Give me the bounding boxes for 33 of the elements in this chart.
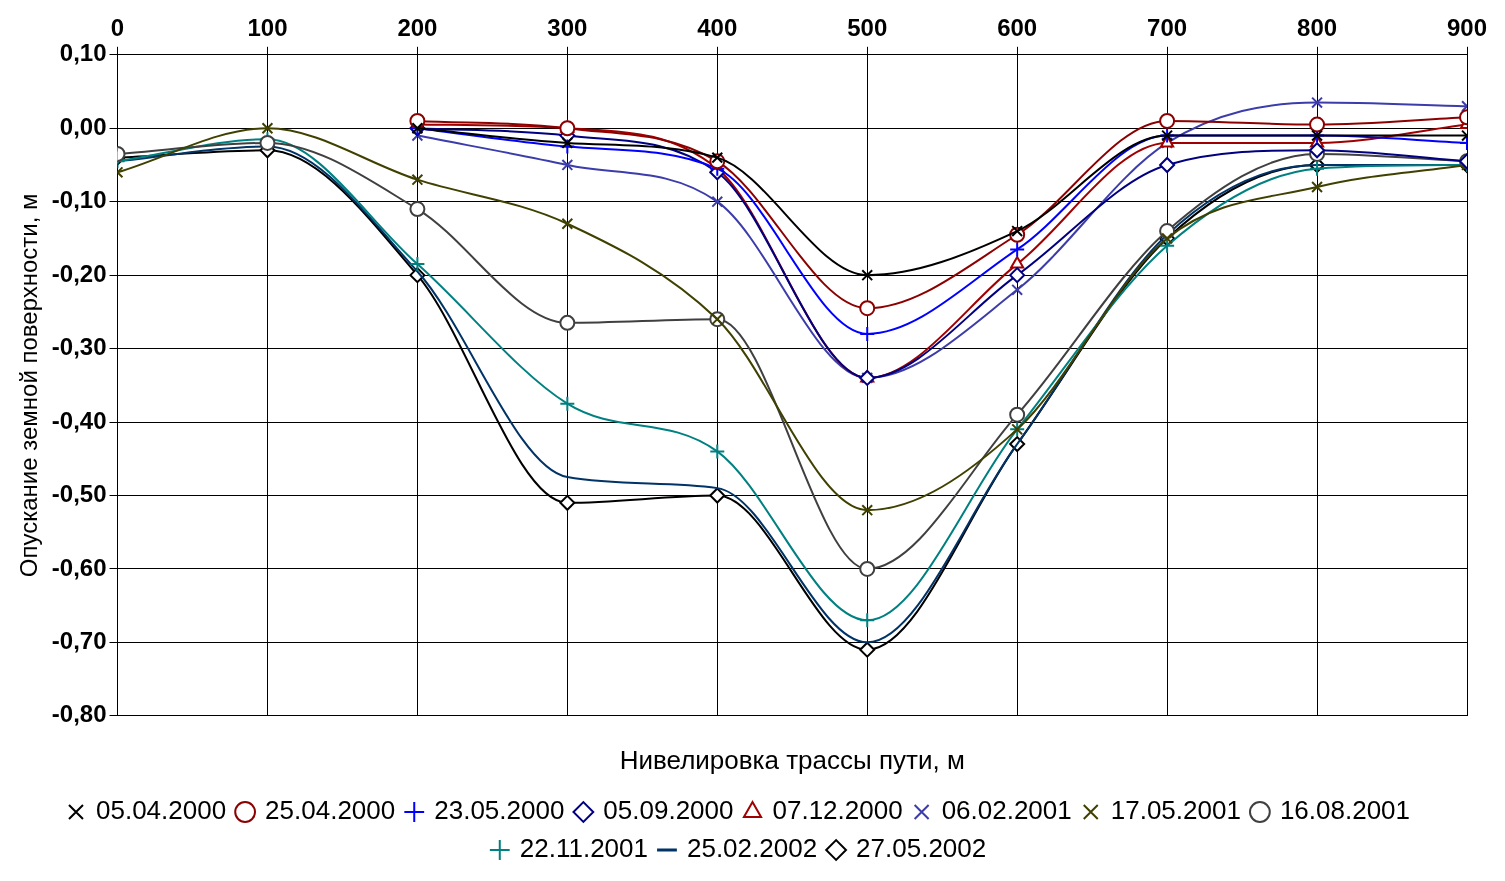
legend-label: 17.05.2001 [1110, 795, 1241, 826]
legend-label: 22.11.2001 [519, 833, 648, 864]
x-tick-label: 800 [1297, 14, 1338, 42]
x-axis-title: Нивелировка трассы пути, м [619, 744, 965, 775]
x-tick-label: 0 [110, 14, 125, 42]
y-tick-label: -0,20 [51, 259, 107, 287]
legend-label: 23.05.2000 [434, 795, 565, 826]
x-tick-label: 500 [847, 14, 888, 42]
legend-label: 07.12.2000 [772, 795, 903, 826]
legend-label: 25.04.2000 [265, 795, 396, 826]
x-tick-label: 200 [397, 14, 438, 42]
legend-label: 16.08.2001 [1279, 795, 1411, 826]
legend-label: 27.05.2002 [856, 833, 987, 864]
y-tick-label: -0,30 [51, 333, 107, 361]
x-tick-label: 900 [1446, 14, 1488, 42]
legend-label: 25.02.2002 [686, 833, 818, 864]
y-tick-label: -0,10 [51, 186, 107, 214]
y-tick-label: 0,10 [59, 39, 107, 67]
legend-label: 06.02.2001 [941, 795, 1072, 826]
y-tick-label: -0,50 [51, 480, 107, 508]
y-tick-label: -0,80 [51, 700, 107, 728]
legend-label: 05.09.2000 [603, 795, 734, 826]
y-tick-label: -0,60 [51, 553, 107, 581]
x-tick-label: 700 [1147, 14, 1188, 42]
y-axis-title: Опускание земной поверхности, м [15, 193, 43, 578]
x-tick-label: 400 [697, 14, 738, 42]
legend-label: 05.04.2000 [95, 795, 227, 826]
y-tick-label: -0,40 [51, 406, 107, 434]
x-tick-label: 100 [247, 14, 288, 42]
x-tick-label: 600 [997, 14, 1038, 42]
x-tick-label: 300 [547, 14, 588, 42]
y-tick-label: 0,00 [59, 112, 107, 140]
y-tick-label: -0,70 [51, 626, 107, 654]
